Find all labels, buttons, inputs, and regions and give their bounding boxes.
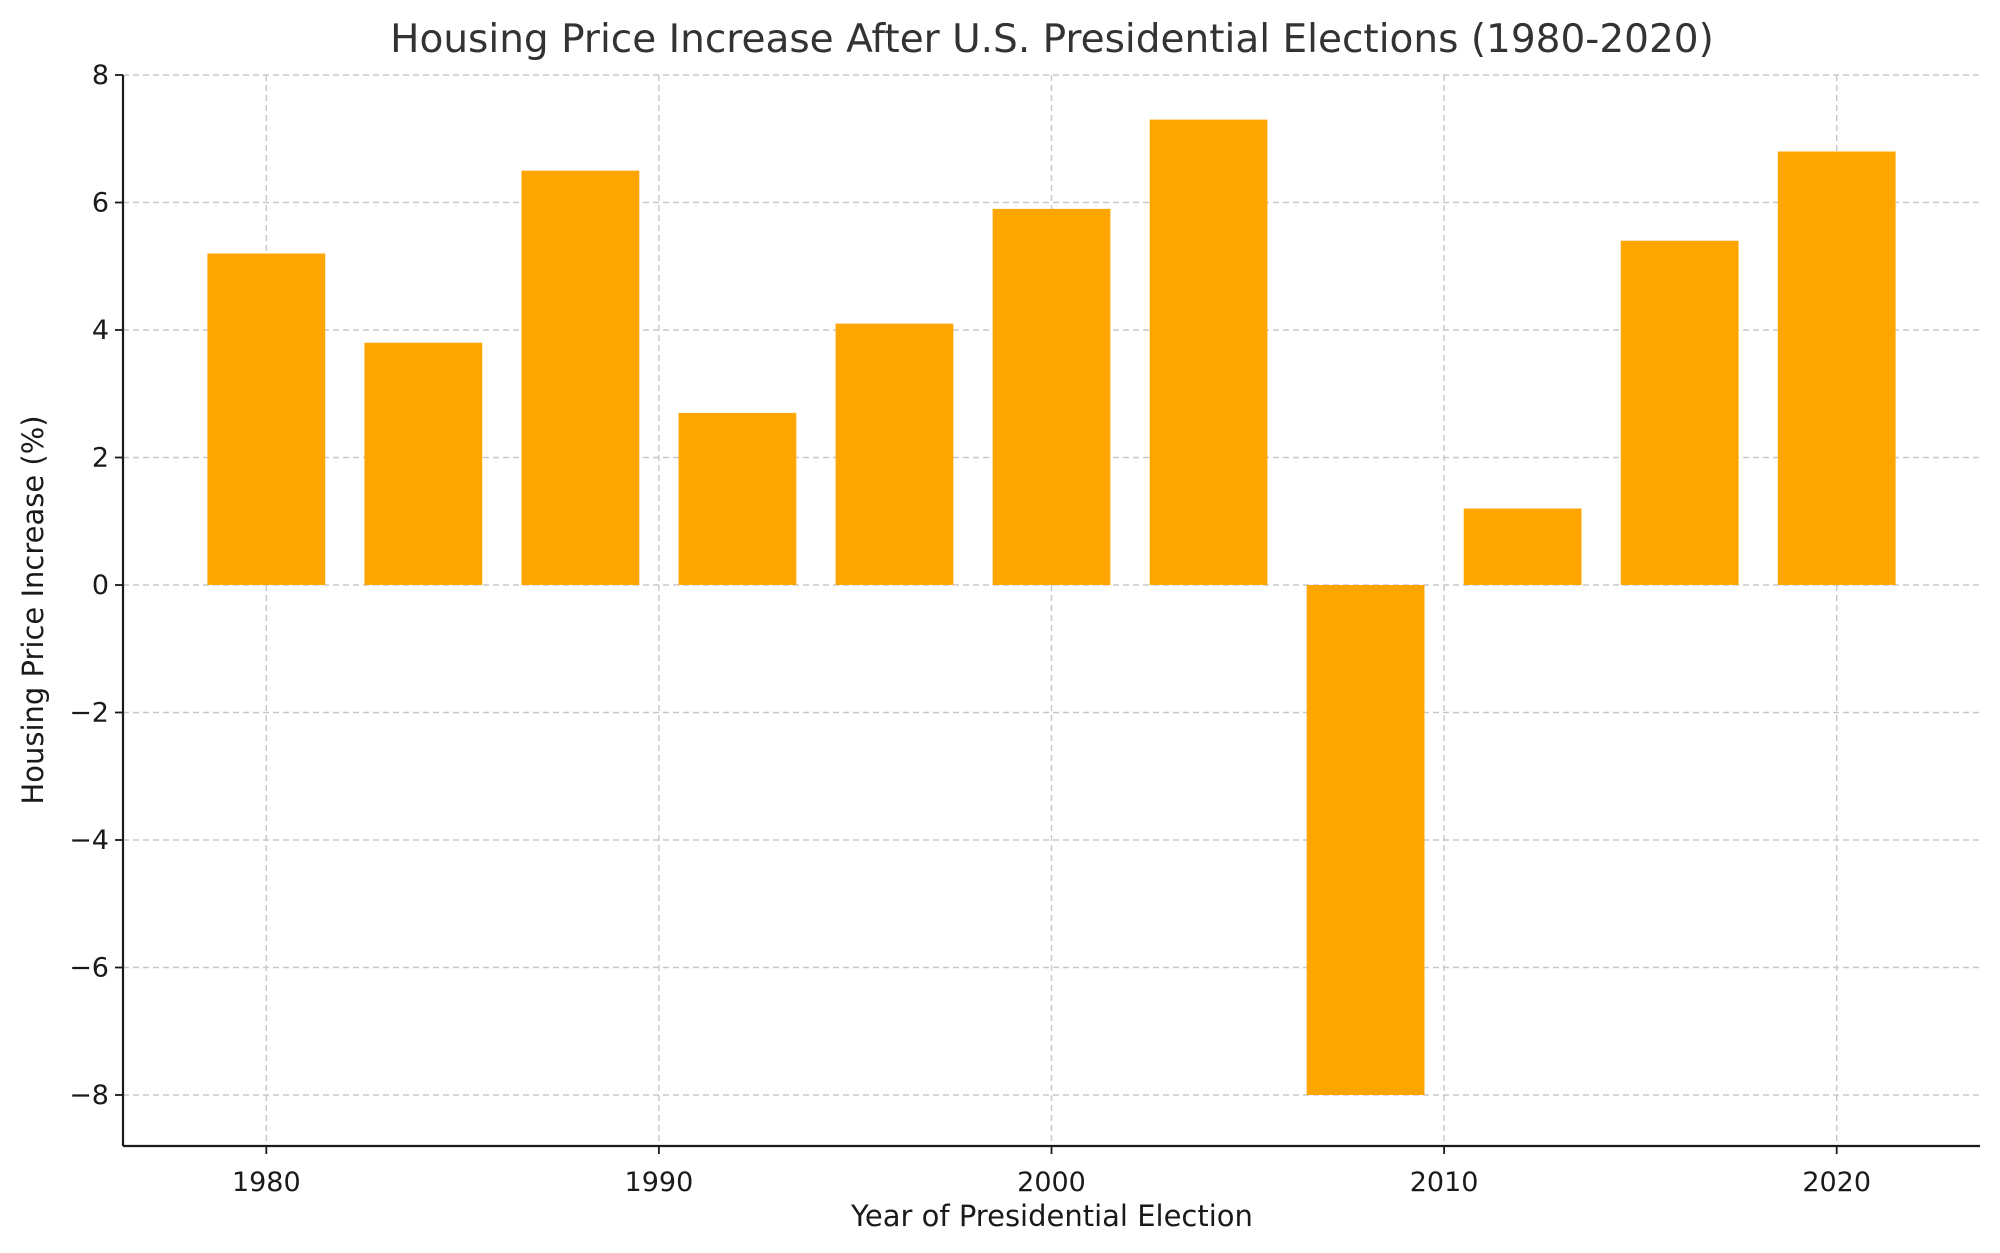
bars (207, 119, 1896, 1095)
x-tick-label: 1980 (232, 1167, 301, 1198)
y-tick-label: −2 (69, 698, 109, 729)
x-tick-label: 2020 (1802, 1167, 1871, 1198)
bar-2004 (1149, 119, 1268, 585)
ticks: 8 6 4 2 0 −2 −4 −6 −8 1980 1990 2000 2010 2020 (69, 60, 1871, 1198)
y-tick-label: −8 (69, 1080, 109, 1111)
x-axis-label: Year of Presidential Election (850, 1199, 1253, 1233)
y-tick-label: 6 (92, 188, 109, 219)
bar-1984 (364, 342, 483, 585)
bar-1980 (207, 253, 326, 585)
bar-2012 (1463, 508, 1582, 585)
y-tick-label: −4 (69, 825, 109, 856)
y-axis-label: Housing Price Increase (%) (16, 415, 50, 804)
x-tick-label: 2010 (1410, 1167, 1479, 1198)
x-tick-label: 1990 (625, 1167, 694, 1198)
x-tick-label: 2000 (1017, 1167, 1086, 1198)
bar-2016 (1620, 240, 1739, 585)
bar-1996 (835, 323, 954, 585)
y-tick-label: 0 (92, 570, 109, 601)
y-tick-label: 8 (92, 60, 109, 91)
bar-1988 (521, 170, 640, 585)
bar-2008 (1306, 585, 1425, 1095)
bar-2020 (1777, 151, 1896, 585)
y-tick-label: 4 (92, 315, 109, 346)
grid (123, 74, 1980, 1146)
bar-2000 (992, 208, 1111, 585)
y-tick-label: −6 (69, 953, 109, 984)
bar-1992 (678, 412, 797, 585)
y-tick-label: 2 (92, 443, 109, 474)
chart-title: Housing Price Increase After U.S. Presid… (390, 17, 1714, 62)
